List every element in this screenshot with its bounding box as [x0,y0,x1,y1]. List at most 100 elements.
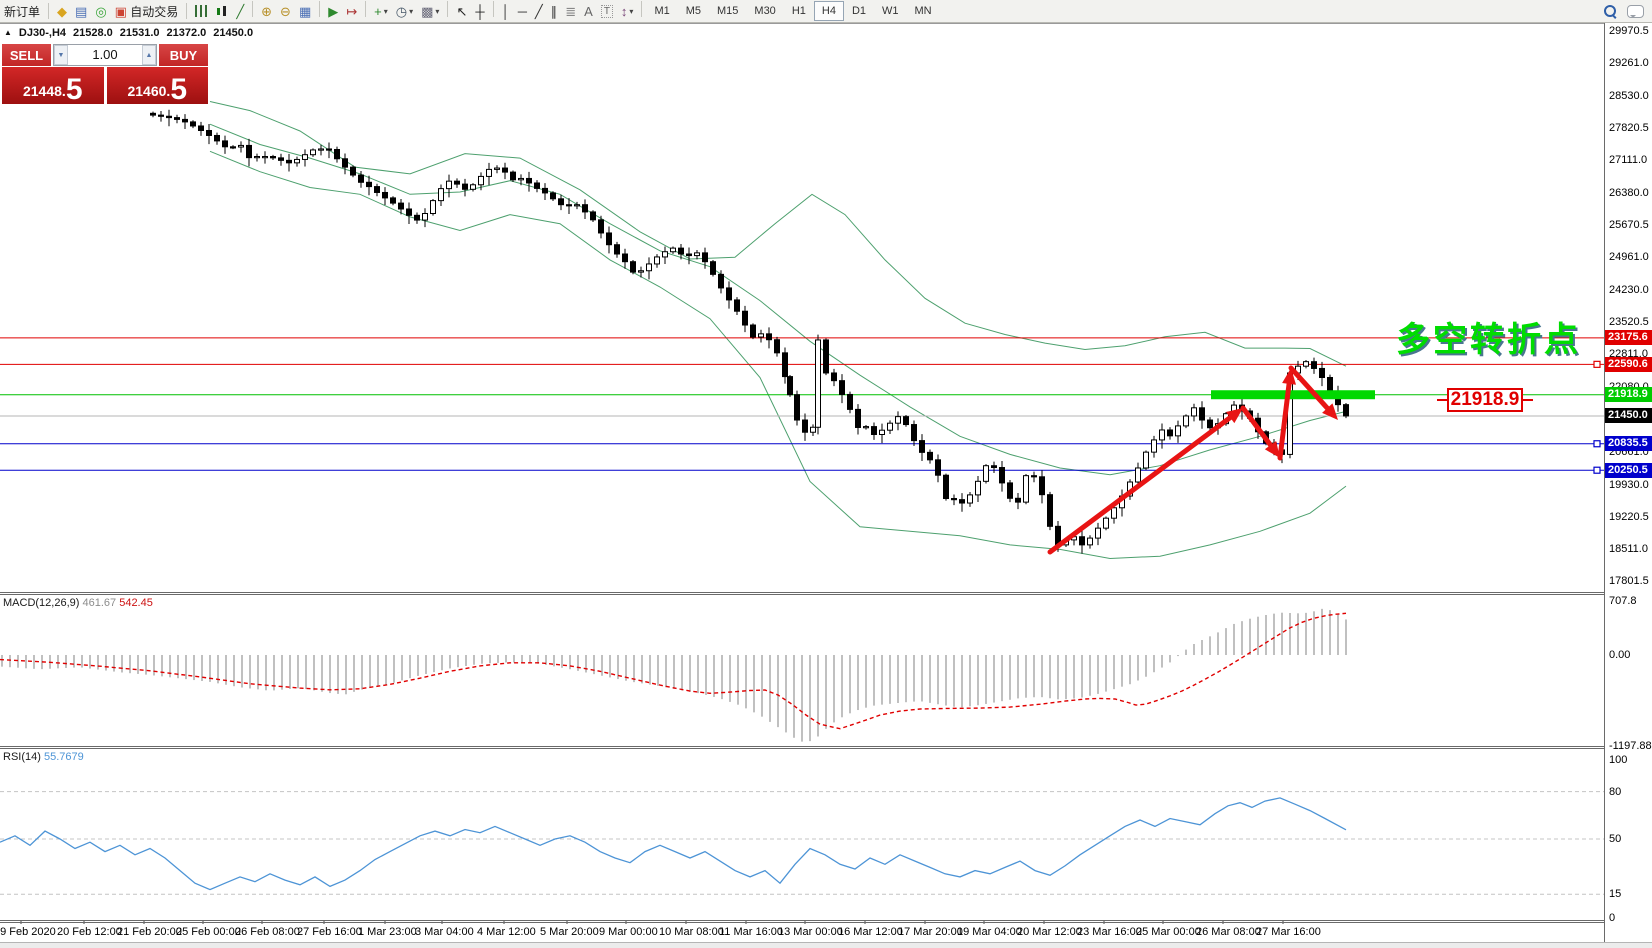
time-axis-label: 27 Mar 16:00 [1256,926,1321,938]
time-axis-label: 23 Mar 16:00 [1077,926,1142,938]
timeframe-button-H1[interactable]: H1 [791,5,806,17]
autotrading-button[interactable]: ▣ 自动交易 [111,1,183,21]
candle-body [1319,367,1325,378]
candle-body [895,416,901,424]
trendline-icon[interactable]: ╱ [531,1,547,21]
candle-body [246,144,252,159]
volume-input[interactable]: 1.00 [92,47,118,62]
line-handle[interactable] [1593,466,1601,474]
line-handle[interactable] [1593,360,1601,368]
horizontal-line-icon[interactable]: ─ [514,1,531,21]
time-axis-label: 11 Mar 16:00 [719,926,784,938]
indicators-icon[interactable]: + ▾ [370,1,392,21]
new-order-button[interactable]: 新订单 [0,1,44,21]
arrows-icon[interactable]: ↕ ▾ [617,1,638,21]
candle-body [815,339,821,428]
line-handle[interactable] [1593,440,1601,448]
candle-body [342,158,348,168]
timeframe-button-W1[interactable]: W1 [882,5,899,17]
market-watch-icon[interactable]: ◆ [53,1,71,21]
candle-body [174,117,180,120]
buy-price-display[interactable]: 21460. 5 [106,67,208,104]
trend-arrow-head [1282,368,1297,385]
time-axis-label: 17 Mar 20:00 [898,926,963,938]
toolbar-separator [365,1,367,17]
signals-icon[interactable]: ◎ [91,1,110,21]
sell-button[interactable]: SELL [2,44,51,66]
timeframe-button-MN[interactable]: MN [914,5,932,17]
candle-body [358,174,364,183]
time-axis[interactable]: 19 Feb 2020 20 Feb 12:00 21 Feb 20:00 25 Fe… [0,926,1604,942]
candle-body [1327,376,1333,392]
macd-value-signal: 542.45 [119,597,153,609]
text-icon[interactable]: A [580,1,597,21]
fibonacci-icon: ≣ [565,3,577,19]
horizontal-line-icon: ─ [517,3,527,19]
tile-windows-icon[interactable]: ▦ [295,1,315,21]
candle-body [526,177,532,184]
volume-increase-button[interactable]: ▲ [142,45,156,65]
candle-body [270,156,276,159]
key-level-price-label[interactable]: 21918.9 [1447,388,1523,412]
candle-body [302,154,308,160]
bar-chart-icon[interactable] [191,1,211,21]
key-level-highlight-bar [1211,390,1375,400]
timeframe-button-H4[interactable]: H4 [813,1,844,21]
data-window-icon[interactable]: ▤ [71,1,91,21]
cursor-icon[interactable]: ↖ [452,1,471,21]
chart-top-border [0,23,1652,24]
periods-icon[interactable]: ◷ ▾ [392,1,417,21]
text-label-icon[interactable]: T [597,1,617,21]
crosshair-icon[interactable]: ┼ [471,1,488,21]
sell-price-main: 21448. [22,83,66,99]
fibonacci-icon[interactable]: ≣ [561,1,580,21]
vertical-line-icon[interactable]: │ [498,1,514,21]
candle-body [847,393,853,410]
chart-shift-icon[interactable]: ↦ [342,1,361,21]
panel-collapse-icon[interactable]: ▲ [4,28,12,37]
rsi-separator-top[interactable] [0,746,1604,747]
candle-body [566,204,572,207]
candle-body [1191,407,1197,417]
trend-arrow-shaft [1277,375,1293,461]
candlestick-chart-icon[interactable] [211,1,232,21]
price-axis-label: 27111.0 [1609,153,1648,166]
candle-body [214,134,220,142]
zoom-out-icon[interactable]: ⊖ [276,1,295,21]
timeframe-button-M15[interactable]: M15 [717,5,739,17]
candle-body [574,204,580,207]
macd-separator-bottom[interactable] [0,594,1604,595]
bull-bear-turning-point-annotation[interactable]: 多空转折点 [1396,320,1581,360]
timeframe-button-M5[interactable]: M5 [685,5,701,17]
chat-icon[interactable] [1627,4,1644,18]
price-axis[interactable]: 29970.5 29261.0 28530.0 27820.5 27111.0 26380… [1605,23,1652,941]
time-axis-label: 27 Feb 16:00 [297,926,362,938]
candle-body [318,148,324,151]
candle-body [742,310,748,326]
timeframe-button-M30[interactable]: M30 [754,5,776,17]
timeframe-button-D1[interactable]: D1 [851,5,866,17]
templates-icon[interactable]: ▩ ▾ [417,1,443,21]
candle-body [406,208,412,216]
macd-separator-top[interactable] [0,592,1604,593]
price-badge-22590.6: 22590.6 [1605,356,1652,372]
channel-icon[interactable]: ∥ [547,1,562,21]
candle-body [802,419,808,433]
chart-canvas[interactable] [0,23,1652,948]
line-chart-icon[interactable]: ╱ [232,1,248,21]
window-bottom-edge [0,942,1652,948]
auto-scroll-icon[interactable]: ▶ [324,1,342,21]
price-axis-border [1604,23,1605,942]
cursor-icon: ↖ [456,3,468,19]
volume-decrease-button[interactable]: ▼ [54,45,68,65]
rsi-value: 55.7679 [43,751,84,763]
macd-name: MACD(12,26,9) [3,597,80,609]
timeframe-button-M1[interactable]: M1 [654,5,670,17]
buy-button[interactable]: BUY [159,44,208,66]
price-axis-label: 28530.0 [1609,89,1649,102]
zoom-in-icon[interactable]: ⊕ [257,1,276,21]
rsi-separator-bottom[interactable] [0,748,1604,749]
search-icon[interactable] [1604,4,1617,18]
price-axis-label: 17801.5 [1609,575,1649,587]
sell-price-display[interactable]: 21448. 5 [2,67,104,104]
